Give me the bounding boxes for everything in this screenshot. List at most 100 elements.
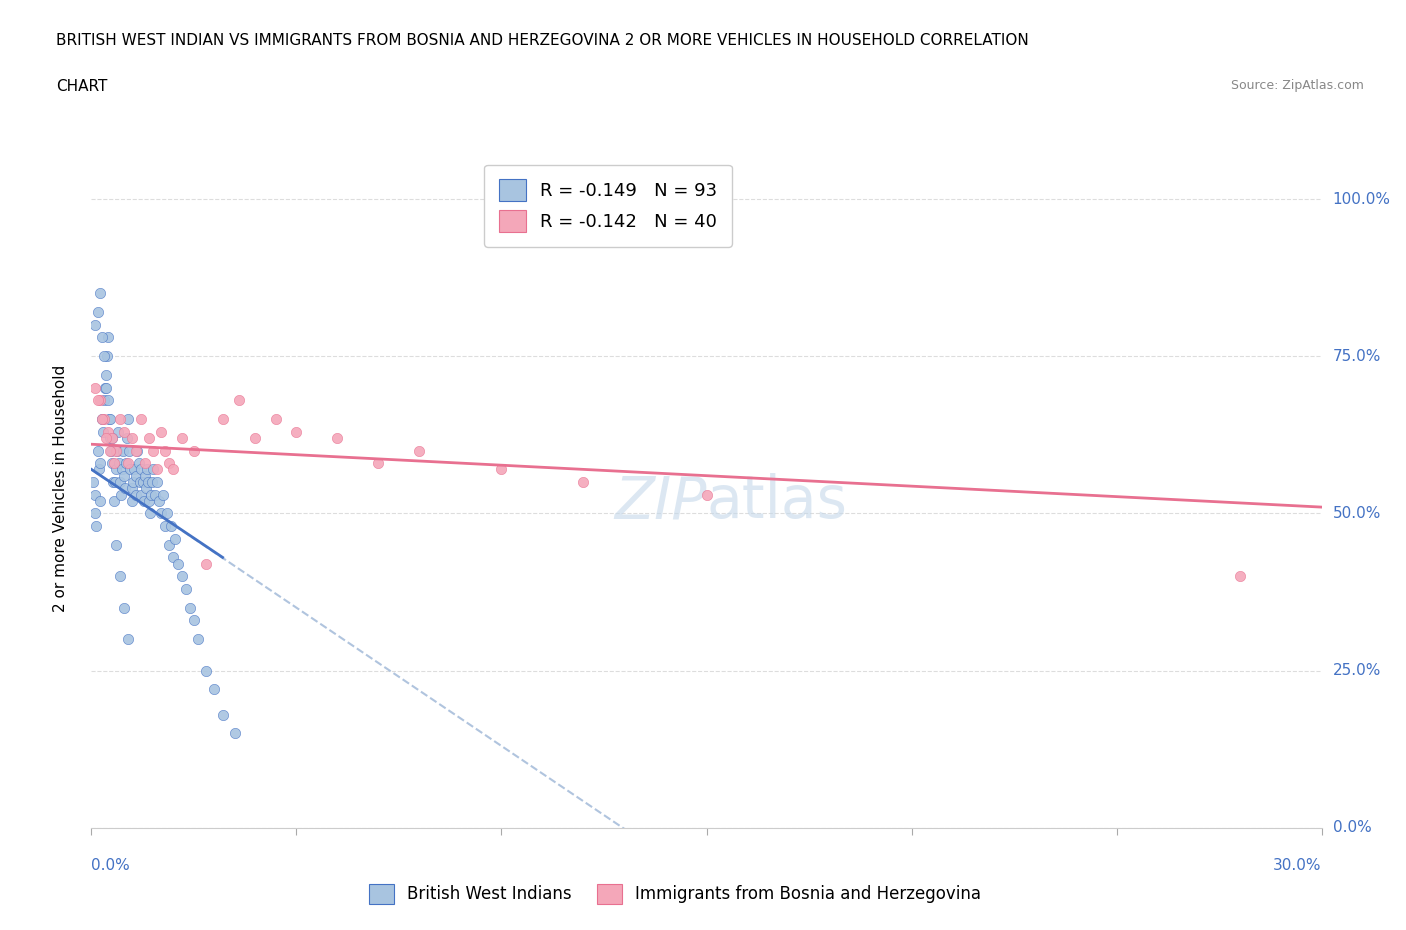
Point xyxy=(89,392,111,407)
Text: 30.0%: 30.0% xyxy=(1274,858,1322,873)
Point xyxy=(162,462,184,477)
Point xyxy=(134,456,156,471)
Point xyxy=(129,487,152,502)
Legend: R = -0.149   N = 93, R = -0.142   N = 40: R = -0.149 N = 93, R = -0.142 N = 40 xyxy=(484,165,733,246)
Legend: British West Indians, Immigrants from Bosnia and Herzegovina: British West Indians, Immigrants from Bo… xyxy=(360,875,990,912)
Point xyxy=(138,494,160,509)
Point xyxy=(94,431,117,445)
Point xyxy=(129,412,152,427)
Point xyxy=(105,443,127,458)
Y-axis label: 2 or more Vehicles in Household: 2 or more Vehicles in Household xyxy=(53,365,69,612)
Point xyxy=(132,494,155,509)
Point xyxy=(117,431,139,445)
Point xyxy=(195,663,218,678)
Point xyxy=(108,412,131,427)
Point xyxy=(131,462,153,477)
Point xyxy=(93,380,115,395)
Point xyxy=(572,474,595,489)
Point xyxy=(152,487,174,502)
Point xyxy=(135,462,157,477)
Point xyxy=(127,443,149,458)
Point xyxy=(97,392,120,407)
Text: 50.0%: 50.0% xyxy=(1333,506,1381,521)
Point xyxy=(112,468,135,483)
Text: 75.0%: 75.0% xyxy=(1333,349,1381,364)
Point xyxy=(114,481,136,496)
Point xyxy=(91,424,114,439)
Point xyxy=(86,392,108,407)
Point xyxy=(1229,569,1251,584)
Point xyxy=(170,431,193,445)
Text: 100.0%: 100.0% xyxy=(1333,192,1391,206)
Point xyxy=(84,380,107,395)
Point xyxy=(187,631,209,646)
Point xyxy=(103,494,125,509)
Point xyxy=(128,456,150,471)
Point xyxy=(166,556,188,571)
Point xyxy=(115,456,138,471)
Point xyxy=(139,487,162,502)
Point xyxy=(93,412,115,427)
Text: atlas: atlas xyxy=(706,473,848,530)
Text: 25.0%: 25.0% xyxy=(1333,663,1381,678)
Point xyxy=(84,317,107,332)
Point xyxy=(264,412,287,427)
Point xyxy=(100,443,122,458)
Text: CHART: CHART xyxy=(56,79,108,94)
Point xyxy=(150,506,173,521)
Point xyxy=(118,443,141,458)
Point xyxy=(86,305,108,320)
Point xyxy=(90,330,112,345)
Point xyxy=(146,474,169,489)
Point xyxy=(695,487,717,502)
Point xyxy=(83,506,105,521)
Point xyxy=(110,487,132,502)
Point xyxy=(124,487,148,502)
Point xyxy=(98,443,121,458)
Point xyxy=(183,613,205,628)
Point xyxy=(367,456,389,471)
Point xyxy=(408,443,430,458)
Point xyxy=(141,474,163,489)
Point xyxy=(162,550,184,565)
Point xyxy=(84,519,107,534)
Point xyxy=(128,474,150,489)
Point xyxy=(94,380,117,395)
Point xyxy=(101,456,124,471)
Text: 0.0%: 0.0% xyxy=(91,858,131,873)
Point xyxy=(174,581,197,596)
Point xyxy=(108,456,131,471)
Point xyxy=(104,474,127,489)
Point xyxy=(112,443,135,458)
Point xyxy=(89,286,111,300)
Point xyxy=(138,506,160,521)
Point xyxy=(143,487,166,502)
Point xyxy=(117,456,139,471)
Point xyxy=(93,349,115,364)
Point xyxy=(117,412,139,427)
Point xyxy=(157,456,180,471)
Point xyxy=(153,443,177,458)
Point xyxy=(97,424,120,439)
Point xyxy=(121,481,143,496)
Point xyxy=(105,462,127,477)
Point xyxy=(97,330,120,345)
Point xyxy=(101,431,124,445)
Point xyxy=(134,468,156,483)
Point xyxy=(87,462,110,477)
Point xyxy=(136,474,159,489)
Point xyxy=(131,474,153,489)
Point xyxy=(157,538,180,552)
Point xyxy=(98,431,121,445)
Point xyxy=(105,538,127,552)
Point xyxy=(105,443,128,458)
Point xyxy=(117,631,139,646)
Point xyxy=(107,424,129,439)
Point xyxy=(142,443,165,458)
Text: 0.0%: 0.0% xyxy=(1333,820,1371,835)
Point xyxy=(111,462,134,477)
Point xyxy=(89,456,111,471)
Point xyxy=(125,443,148,458)
Point xyxy=(165,531,187,546)
Point xyxy=(156,506,179,521)
